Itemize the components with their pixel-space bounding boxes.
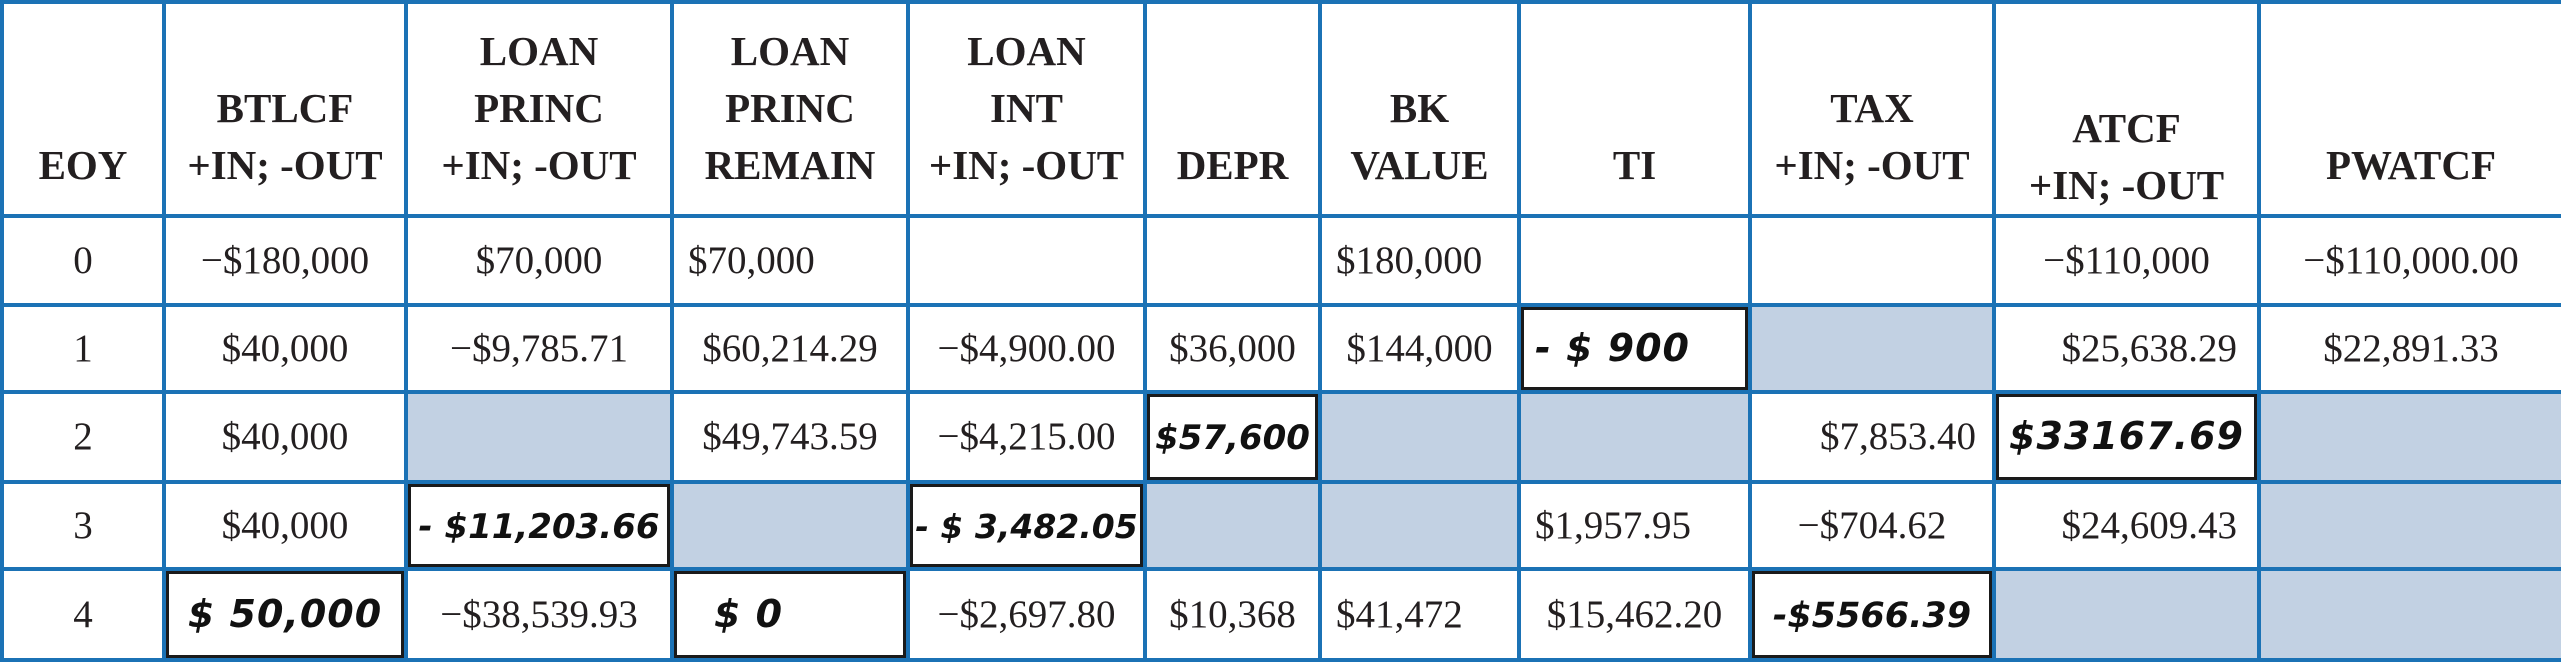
cell-pwatcf: $22,891.33 [2257, 303, 2561, 395]
cell-btlcf: −$180,000 [162, 213, 408, 308]
cell-depr: $36,000 [1143, 303, 1322, 395]
header-ti: TI [1517, 0, 1752, 218]
cell-eoy: 2 [0, 390, 166, 484]
cell-depr [1143, 213, 1322, 308]
cell-pwatcf: −$110,000.00 [2257, 213, 2561, 308]
cell-eoy: 3 [0, 479, 166, 571]
header-eoy: EOY [0, 0, 166, 218]
table-row: 3 $40,000 - $11,203.66 - $ 3,482.05 $1,9… [0, 479, 2561, 571]
cell-depr-blank [1143, 479, 1322, 571]
cell-loan-princ-remain: $60,214.29 [670, 303, 910, 395]
cell-depr: $10,368 [1143, 566, 1322, 662]
cell-loan-princ-remain: $49,743.59 [670, 390, 910, 484]
cell-pwatcf-blank [2257, 566, 2561, 662]
answer-box-ti: - $ 900 [1517, 303, 1752, 395]
cell-pwatcf-blank [2257, 479, 2561, 571]
header-loan-princ: LOAN PRINC +IN; -OUT [404, 0, 674, 218]
cell-loan-princ: −$9,785.71 [404, 303, 674, 395]
cell-tax [1748, 213, 1996, 308]
header-tax: TAX +IN; -OUT [1748, 0, 1996, 218]
header-loan-princ-remain: LOAN PRINC REMAIN [670, 0, 910, 218]
handwritten-answer: $ 50,000 [187, 591, 383, 636]
header-atcf: ATCF +IN; -OUT [1992, 0, 2261, 218]
cell-atcf-blank [1992, 566, 2261, 662]
cell-loan-int [906, 213, 1147, 308]
cell-bk-value-blank [1318, 479, 1521, 571]
cell-tax: −$704.62 [1748, 479, 1996, 571]
answer-box-btlcf: $ 50,000 [162, 566, 408, 662]
cell-atcf: −$110,000 [1992, 213, 2261, 308]
answer-box-loan-princ-remain: $ 0 [670, 566, 910, 662]
cell-eoy: 4 [0, 566, 166, 662]
cell-btlcf: $40,000 [162, 303, 408, 395]
cell-tax: $7,853.40 [1748, 390, 1996, 484]
cell-ti-blank [1517, 390, 1752, 484]
cell-ti: $15,462.20 [1517, 566, 1752, 662]
cell-atcf: $24,609.43 [1992, 479, 2261, 571]
answer-box-loan-princ: - $11,203.66 [404, 479, 674, 571]
cell-ti [1517, 213, 1752, 308]
handwritten-answer: $ 0 [714, 591, 784, 636]
cell-btlcf: $40,000 [162, 390, 408, 484]
handwritten-answer: -$5566.39 [1772, 595, 1972, 636]
handwritten-answer: - $11,203.66 [418, 506, 660, 547]
handwritten-answer: - $ 3,482.05 [915, 506, 1138, 546]
answer-box-atcf: $33167.69 [1992, 390, 2261, 484]
table-row: 4 $ 50,000 −$38,539.93 $ 0 −$2,697.80 $1… [0, 566, 2561, 662]
answer-box-depr: $57,600 [1143, 390, 1322, 484]
table-row: 2 $40,000 $49,743.59 −$4,215.00 $57,600 … [0, 390, 2561, 484]
cell-eoy: 0 [0, 213, 166, 308]
cell-atcf: $25,638.29 [1992, 303, 2261, 395]
header-bk-value: BK VALUE [1318, 0, 1521, 218]
cell-loan-int: −$4,215.00 [906, 390, 1147, 484]
answer-box-tax: -$5566.39 [1748, 566, 1996, 662]
cell-bk-value: $144,000 [1318, 303, 1521, 395]
cell-bk-value: $41,472 [1318, 566, 1521, 662]
header-row: EOY BTLCF +IN; -OUT LOAN PRINC +IN; -OUT LO… [0, 0, 2561, 218]
cell-tax-blank [1748, 303, 1996, 395]
cell-eoy: 1 [0, 303, 166, 395]
header-pwatcf: PWATCF [2257, 0, 2561, 218]
handwritten-answer: $33167.69 [2009, 414, 2244, 459]
cell-bk-value: $180,000 [1318, 213, 1521, 308]
header-depr: DEPR [1143, 0, 1322, 218]
handwritten-answer: - $ 900 [1535, 326, 1690, 371]
cell-loan-princ-remain-blank [670, 479, 910, 571]
cell-bk-value-blank [1318, 390, 1521, 484]
cell-loan-princ: $70,000 [404, 213, 674, 308]
answer-box-loan-int: - $ 3,482.05 [906, 479, 1147, 571]
cell-loan-princ-blank [404, 390, 674, 484]
cell-btlcf: $40,000 [162, 479, 408, 571]
table-row: 1 $40,000 −$9,785.71 $60,214.29 −$4,900.… [0, 303, 2561, 395]
handwritten-answer: $57,600 [1155, 418, 1310, 459]
cell-loan-princ-remain: $70,000 [670, 213, 910, 308]
header-loan-int: LOAN INT +IN; -OUT [906, 0, 1147, 218]
header-btlcf: BTLCF +IN; -OUT [162, 0, 408, 218]
cell-loan-int: −$4,900.00 [906, 303, 1147, 395]
cell-ti: $1,957.95 [1517, 479, 1752, 571]
table-row: 0 −$180,000 $70,000 $70,000 $180,000 −$1… [0, 213, 2561, 308]
cell-pwatcf-blank [2257, 390, 2561, 484]
cell-loan-int: −$2,697.80 [906, 566, 1147, 662]
cell-loan-princ: −$38,539.93 [404, 566, 674, 662]
